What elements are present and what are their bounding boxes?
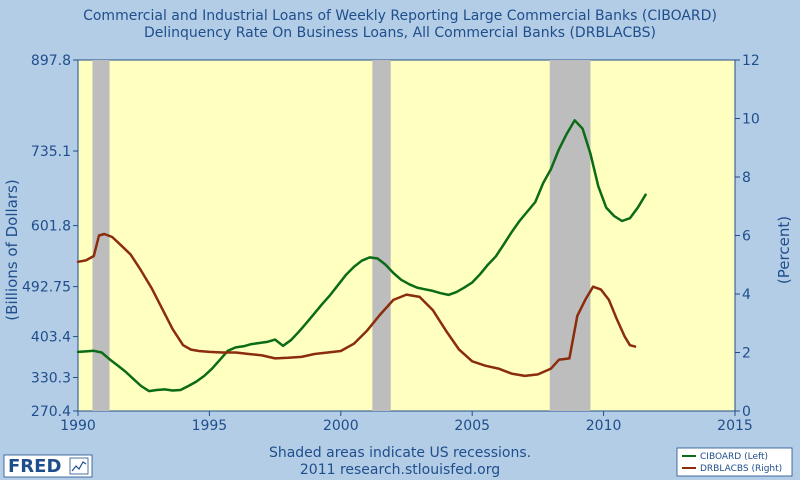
plot-area bbox=[77, 59, 736, 412]
recession-note: Shaded areas indicate US recessions. bbox=[269, 445, 531, 461]
x-tick-label: 1990 bbox=[60, 418, 96, 434]
series-line-ciboard bbox=[76, 119, 647, 393]
legend-label-ciboard: CIBOARD (Left) bbox=[700, 452, 768, 462]
source-note: 2011 research.stlouisfed.org bbox=[300, 462, 500, 478]
x-tick-label: 2015 bbox=[717, 418, 753, 434]
y-right-tick-label: 0 bbox=[742, 404, 751, 420]
series-line-drblacbs bbox=[76, 232, 637, 378]
x-tick-label: 2010 bbox=[586, 418, 622, 434]
line-chart-icon bbox=[69, 457, 89, 475]
legend-label-drblacbs: DRBLACBS (Right) bbox=[700, 464, 782, 474]
y-right-tick-label: 12 bbox=[742, 53, 760, 69]
legend: CIBOARD (Left) DRBLACBS (Right) bbox=[676, 447, 793, 477]
y-right-tick-label: 4 bbox=[742, 287, 751, 303]
legend-box bbox=[676, 447, 793, 477]
x-tick-label: 2000 bbox=[323, 418, 359, 434]
y-left-tick-label: 897.8 bbox=[31, 53, 71, 69]
svg-text:FRED: FRED bbox=[8, 456, 61, 477]
fred-logo[interactable]: FRED bbox=[3, 454, 93, 478]
x-tick-label: 1995 bbox=[192, 418, 228, 434]
y-right-tick-label: 10 bbox=[742, 112, 760, 128]
y-right-tick-label: 8 bbox=[742, 170, 751, 186]
y-left-tick-label: 330.3 bbox=[31, 370, 71, 386]
y-axis-label-left: (Billions of Dollars) bbox=[3, 179, 21, 320]
y-right-tick-label: 2 bbox=[742, 346, 751, 362]
y-left-tick-label: 601.8 bbox=[31, 219, 71, 235]
x-tick-label: 2005 bbox=[454, 418, 490, 434]
y-left-tick-label: 403.4 bbox=[31, 330, 71, 346]
chart-title-line-1: Commercial and Industrial Loans of Weekl… bbox=[83, 8, 717, 24]
y-axis-label-right: (Percent) bbox=[775, 216, 793, 284]
y-left-tick-label: 492.75 bbox=[22, 280, 71, 296]
chart-title-line-2: Delinquency Rate On Business Loans, All … bbox=[144, 25, 656, 41]
y-left-tick-label: 270.4 bbox=[31, 404, 71, 420]
recession-band-2 bbox=[372, 60, 391, 411]
y-right-tick-label: 6 bbox=[742, 229, 751, 245]
y-left-tick-label: 735.1 bbox=[31, 144, 71, 160]
